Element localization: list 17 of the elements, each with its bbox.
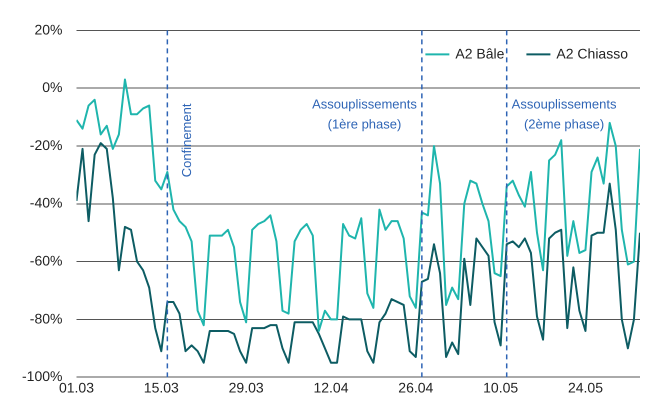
y-tick-label: -20%	[30, 136, 62, 153]
y-tick-label: 0%	[42, 79, 62, 96]
y-tick-label: 20%	[34, 21, 62, 38]
y-tick-label: -80%	[30, 310, 62, 326]
x-tick-label: 12.04	[313, 379, 349, 396]
x-tick-label: 10.05	[483, 379, 518, 396]
legend-label: A2 Bâle	[455, 45, 505, 62]
legend-label: A2 Chiasso	[556, 45, 628, 62]
x-tick-label: 15.03	[144, 379, 180, 396]
y-tick-label: -60%	[30, 252, 62, 268]
ref-line-label: Confinement	[178, 103, 194, 178]
x-tick-label: 24.05	[568, 379, 604, 396]
x-tick-label: 26.04	[398, 379, 434, 396]
ref-line-label: Assouplissements (2ème phase)	[512, 96, 617, 132]
ref-line-label: Assouplissements (1ère phase)	[312, 96, 418, 132]
y-tick-label: -40%	[30, 194, 62, 211]
x-tick-label: 29.03	[228, 379, 264, 396]
